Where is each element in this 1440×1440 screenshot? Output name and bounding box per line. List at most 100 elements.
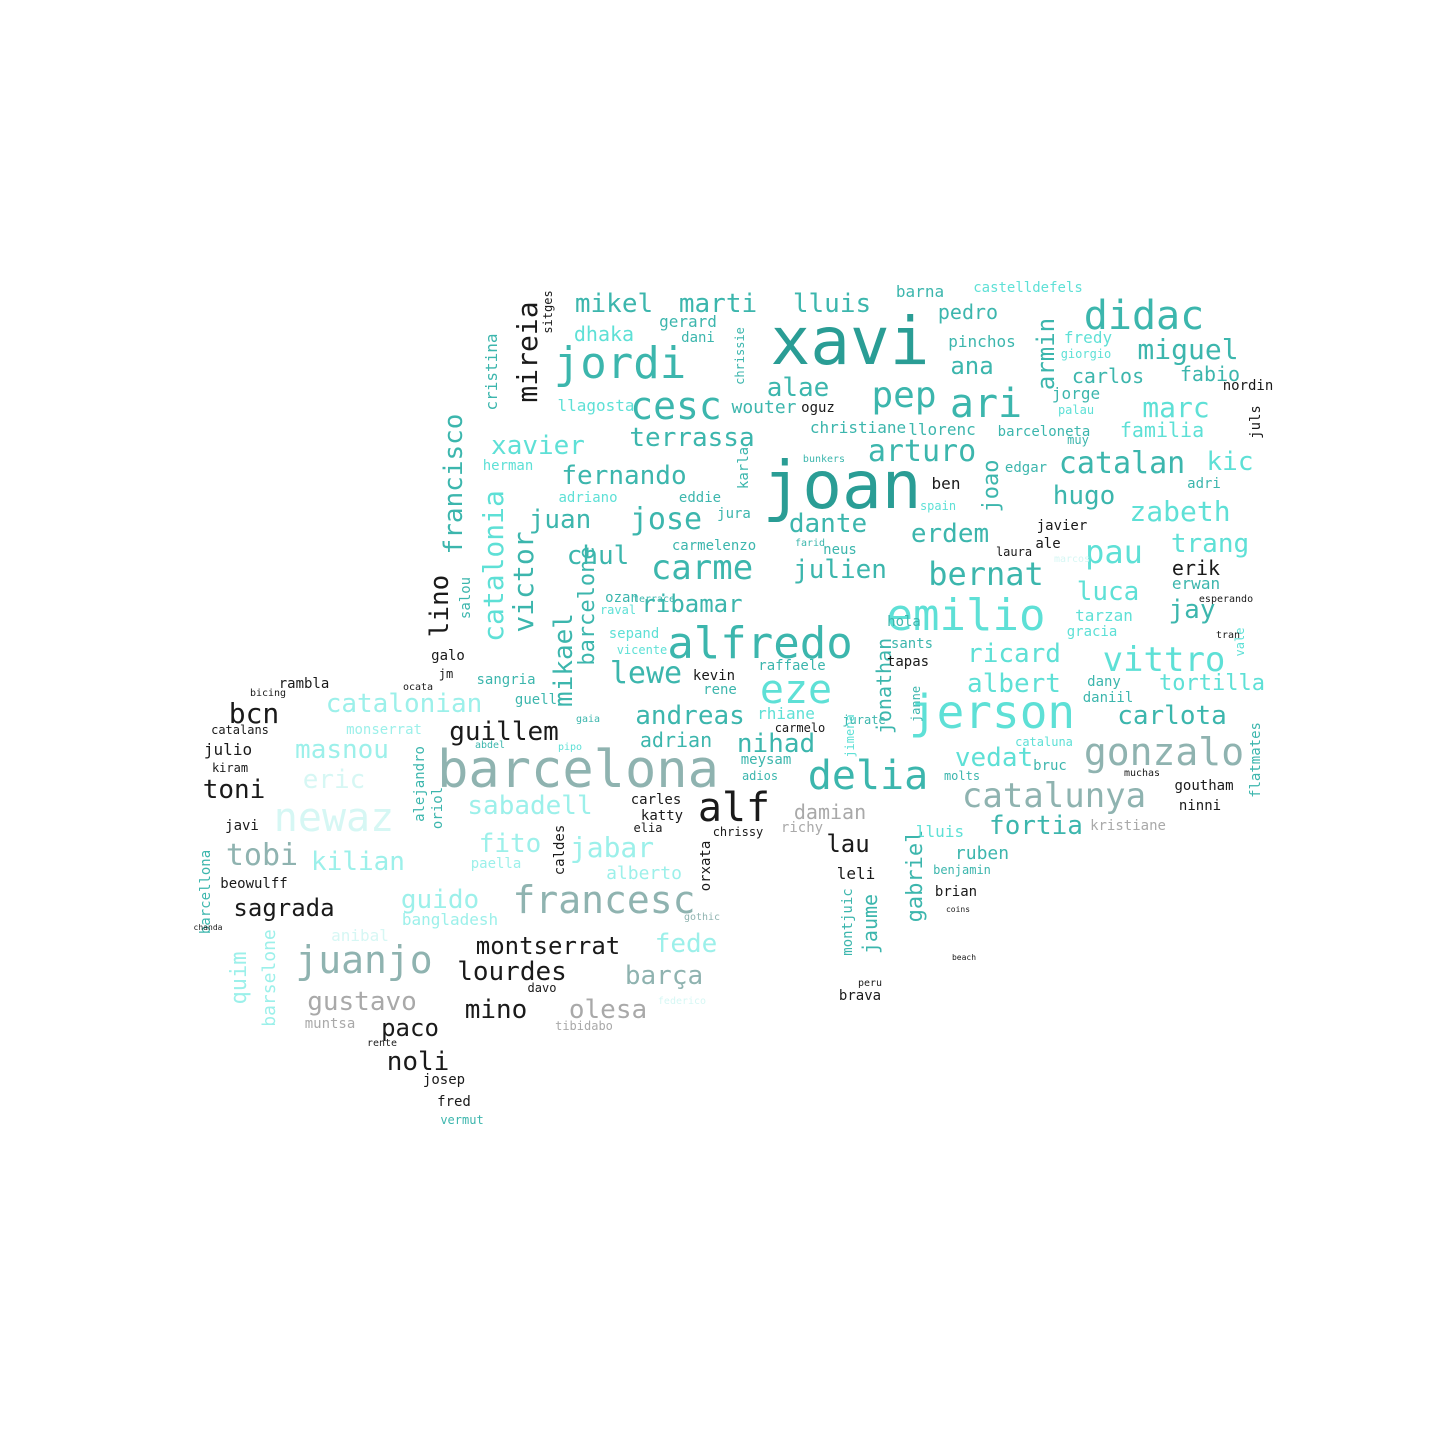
cloud-word: muy xyxy=(1067,433,1089,447)
cloud-word: guillem xyxy=(449,717,559,747)
cloud-word: sabadell xyxy=(467,791,593,821)
cloud-word: alfredo xyxy=(667,618,853,669)
cloud-word: erwan xyxy=(1171,574,1221,593)
cloud-word: gracia xyxy=(1066,624,1118,640)
cloud-word: tortilla xyxy=(1159,671,1265,696)
cloud-word: bicing xyxy=(249,688,287,699)
cloud-word: alae xyxy=(766,373,830,403)
cloud-word: farid xyxy=(794,538,826,549)
cloud-word: caldes xyxy=(552,824,568,876)
cloud-word: barça xyxy=(624,961,704,991)
cloud-word: ana xyxy=(950,352,994,380)
cloud-word: francesc xyxy=(512,878,696,922)
cloud-word: dani xyxy=(681,330,715,346)
cloud-word: chrissie xyxy=(733,327,747,385)
cloud-word: gerard xyxy=(659,312,717,331)
cloud-word: masnou xyxy=(295,735,389,765)
cloud-word: adios xyxy=(741,769,779,783)
cloud-word: pinchos xyxy=(948,332,1016,351)
cloud-word: bernat xyxy=(928,555,1044,593)
cloud-word: elia xyxy=(633,821,663,835)
cloud-word: gustavo xyxy=(307,987,417,1017)
cloud-word: fred xyxy=(437,1094,471,1110)
cloud-word: miguel xyxy=(1137,333,1239,366)
cloud-word: flatmates xyxy=(1248,722,1264,798)
cloud-word: nordin xyxy=(1222,378,1274,394)
cloud-word: tran xyxy=(1215,630,1241,641)
cloud-word: brava xyxy=(838,988,882,1004)
cloud-word: jabar xyxy=(569,831,655,864)
cloud-word: rene xyxy=(703,682,737,698)
cloud-word: adriano xyxy=(558,490,618,506)
cloud-word: muntsa xyxy=(304,1016,356,1032)
cloud-word: rhiane xyxy=(757,704,815,723)
cloud-word: julien xyxy=(793,555,887,585)
cloud-word: carme xyxy=(650,548,754,588)
cloud-word: paco xyxy=(381,1014,439,1042)
cloud-word: edgar xyxy=(1004,460,1048,476)
cloud-word: barcelona xyxy=(437,740,719,800)
cloud-word: pau xyxy=(1085,533,1143,571)
cloud-word: giorgio xyxy=(1060,347,1112,361)
cloud-word: dhaka xyxy=(573,322,635,346)
cloud-word: hugo xyxy=(1052,481,1116,511)
cloud-word: karla xyxy=(736,446,752,490)
cloud-word: llagosta xyxy=(557,396,635,415)
cloud-word: carlota xyxy=(1117,701,1227,731)
cloud-word: carmelo xyxy=(774,721,826,735)
cloud-word: lewe xyxy=(609,656,683,691)
cloud-word: trang xyxy=(1170,529,1250,559)
cloud-word: laura xyxy=(995,545,1033,559)
cloud-word: beowulff xyxy=(220,876,288,892)
cloud-word: vermut xyxy=(440,1113,484,1127)
cloud-word: mikel xyxy=(574,289,654,319)
cloud-word: catalans xyxy=(211,723,269,737)
cloud-word: raval xyxy=(599,603,637,617)
cloud-word: noli xyxy=(386,1047,450,1077)
cloud-word: fortia xyxy=(989,811,1083,841)
cloud-word: anibal xyxy=(331,926,389,945)
cloud-word: familia xyxy=(1119,418,1205,442)
cloud-word: barcellona xyxy=(198,849,214,935)
cloud-word: lluis xyxy=(915,822,965,841)
cloud-word: rambla xyxy=(278,676,330,692)
cloud-word: zabeth xyxy=(1129,495,1231,528)
cloud-word: pedro xyxy=(937,300,999,324)
cloud-word: cristina xyxy=(482,333,501,411)
cloud-word: mino xyxy=(464,995,528,1025)
cloud-word: vittro xyxy=(1102,640,1226,680)
cloud-word: jm xyxy=(438,667,454,681)
cloud-word: lau xyxy=(826,830,870,858)
cloud-word: erdem xyxy=(910,519,990,549)
cloud-word: salou xyxy=(458,576,474,620)
cloud-word: victor xyxy=(507,531,540,633)
cloud-word: kevin xyxy=(692,668,736,684)
cloud-word: spain xyxy=(919,499,957,513)
cloud-word: carles xyxy=(630,792,682,808)
cloud-word: xavi xyxy=(770,303,930,380)
cloud-word: ninni xyxy=(1178,798,1222,814)
cloud-word: marc xyxy=(1142,391,1210,424)
cloud-word: janne xyxy=(909,685,923,723)
cloud-word: jurate xyxy=(842,713,886,727)
cloud-word: luca xyxy=(1076,577,1140,607)
cloud-word: kiram xyxy=(211,761,249,775)
cloud-word: vicente xyxy=(616,643,668,657)
cloud-word: ben xyxy=(931,474,961,493)
cloud-word: tibidabo xyxy=(555,1019,613,1033)
cloud-word: newaz xyxy=(273,795,395,841)
cloud-word: eric xyxy=(302,765,366,795)
cloud-word: chul xyxy=(566,541,630,571)
cloud-word: bcn xyxy=(228,697,280,730)
cloud-word: barcelone xyxy=(575,546,600,666)
cloud-word: fabio xyxy=(1179,362,1241,386)
cloud-word: bunkers xyxy=(802,454,846,465)
cloud-word: andreas xyxy=(635,701,745,731)
cloud-word: dany xyxy=(1087,674,1121,690)
cloud-word: monserrat xyxy=(346,722,422,738)
cloud-word: katty xyxy=(640,808,684,824)
cloud-word: fede xyxy=(654,929,718,959)
cloud-word: sagrada xyxy=(233,894,335,922)
cloud-word: juanjo xyxy=(295,938,433,982)
